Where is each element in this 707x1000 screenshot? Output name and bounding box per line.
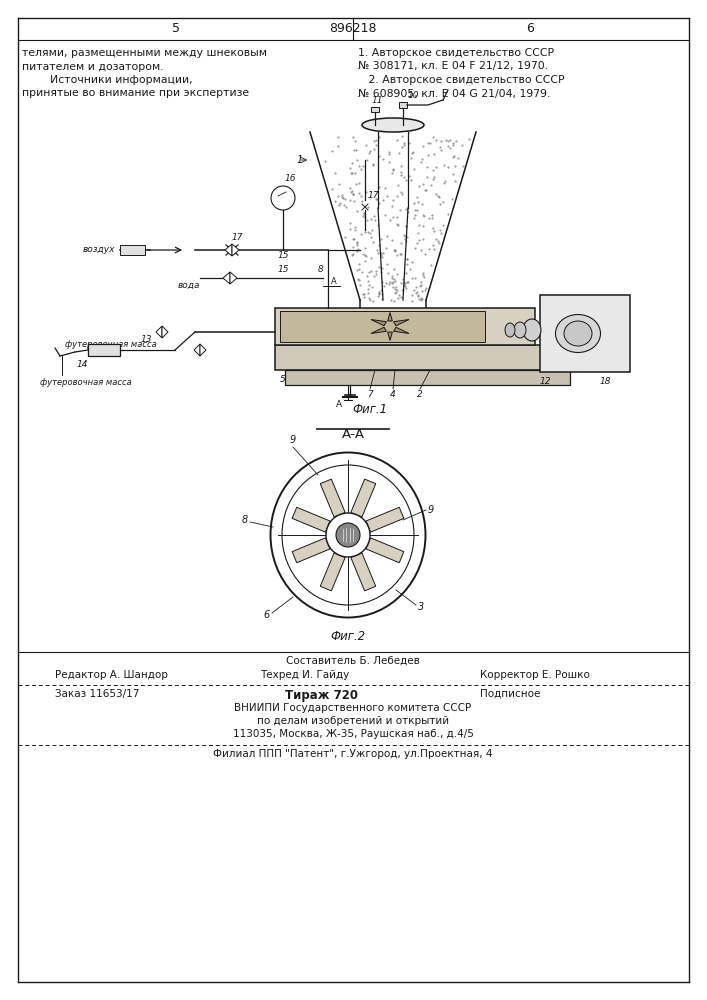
Text: Заказ 11653/17: Заказ 11653/17	[55, 689, 139, 699]
Ellipse shape	[514, 322, 526, 338]
Text: Тираж 720: Тираж 720	[285, 689, 358, 702]
Bar	[371, 107, 379, 112]
Text: Фиг.1: Фиг.1	[352, 403, 387, 416]
Text: вода: вода	[177, 281, 200, 290]
Polygon shape	[194, 344, 200, 356]
Text: А-А: А-А	[341, 428, 365, 441]
Text: 2: 2	[417, 390, 423, 399]
Bar	[540, 295, 630, 372]
Ellipse shape	[556, 314, 600, 353]
Text: 18: 18	[600, 377, 611, 386]
Polygon shape	[162, 326, 168, 338]
Ellipse shape	[271, 452, 426, 617]
Polygon shape	[371, 327, 387, 334]
Polygon shape	[394, 327, 409, 334]
Text: 7: 7	[367, 390, 373, 399]
Circle shape	[336, 523, 360, 547]
Polygon shape	[232, 244, 239, 256]
Bar	[399, 102, 407, 108]
Text: 5: 5	[280, 375, 286, 384]
Text: Техред И. Гайду: Техред И. Гайду	[260, 670, 349, 680]
Text: ВНИИПИ Государственного комитета СССР: ВНИИПИ Государственного комитета СССР	[235, 703, 472, 713]
Text: 13: 13	[141, 336, 152, 344]
Text: 4: 4	[390, 390, 396, 399]
Text: принятые во внимание при экспертизе: принятые во внимание при экспертизе	[22, 89, 249, 99]
Polygon shape	[223, 272, 230, 284]
Text: 113035, Москва, Ж-35, Раушская наб., д.4/5: 113035, Москва, Ж-35, Раушская наб., д.4…	[233, 729, 474, 739]
Text: футеровочная масса: футеровочная масса	[40, 378, 132, 387]
Bar	[275, 308, 535, 345]
Text: питателем и дозатором.: питателем и дозатором.	[22, 62, 163, 72]
Text: 2. Авторское свидетельство СССР: 2. Авторское свидетельство СССР	[358, 75, 565, 85]
Text: 11: 11	[371, 96, 382, 105]
Text: футеровочная масса: футеровочная масса	[65, 340, 157, 349]
Polygon shape	[394, 320, 409, 326]
Text: 8: 8	[242, 515, 248, 525]
Polygon shape	[320, 553, 345, 591]
Polygon shape	[387, 312, 392, 321]
Bar	[120, 245, 145, 255]
Text: 6: 6	[264, 610, 270, 620]
Text: 6: 6	[526, 21, 534, 34]
Text: 1. Авторское свидетельство СССР: 1. Авторское свидетельство СССР	[358, 48, 554, 58]
Polygon shape	[225, 244, 232, 256]
Text: Подписное: Подписное	[480, 689, 540, 699]
Text: Фиг.2: Фиг.2	[330, 630, 366, 643]
Text: воздух: воздух	[83, 245, 115, 254]
Polygon shape	[366, 507, 404, 532]
Polygon shape	[200, 344, 206, 356]
Polygon shape	[366, 538, 404, 563]
Text: 14: 14	[76, 360, 88, 369]
Text: № 608905, кл. Е 04 G 21/04, 1979.: № 608905, кл. Е 04 G 21/04, 1979.	[358, 89, 550, 99]
Text: 10: 10	[408, 91, 419, 100]
Polygon shape	[230, 272, 237, 284]
Text: 9: 9	[428, 505, 434, 515]
Text: Филиал ППП "Патент", г.Ужгород, ул.Проектная, 4: Филиал ППП "Патент", г.Ужгород, ул.Проек…	[214, 749, 493, 759]
Text: 9: 9	[290, 435, 296, 445]
Text: телями, размещенными между шнековым: телями, размещенными между шнековым	[22, 48, 267, 58]
Text: 3: 3	[418, 602, 424, 612]
Text: 15: 15	[277, 251, 288, 260]
Bar	[88, 344, 120, 356]
Polygon shape	[351, 479, 375, 517]
Ellipse shape	[362, 118, 424, 132]
Text: A: A	[336, 400, 342, 409]
Polygon shape	[156, 326, 162, 338]
Text: 8: 8	[317, 265, 323, 274]
Bar	[275, 345, 590, 370]
Polygon shape	[292, 507, 330, 532]
Text: Редактор А. Шандор: Редактор А. Шандор	[55, 670, 168, 680]
Text: A: A	[331, 277, 337, 286]
Text: 1: 1	[297, 155, 303, 165]
Text: Источники информации,: Источники информации,	[22, 75, 192, 85]
Ellipse shape	[523, 319, 541, 341]
Polygon shape	[387, 332, 392, 340]
Text: 17: 17	[368, 190, 380, 200]
Polygon shape	[320, 479, 345, 517]
Polygon shape	[371, 320, 387, 326]
Ellipse shape	[564, 321, 592, 346]
Text: 896218: 896218	[329, 21, 377, 34]
Text: Корректор Е. Рошко: Корректор Е. Рошко	[480, 670, 590, 680]
Text: 12: 12	[539, 377, 551, 386]
Circle shape	[271, 186, 295, 210]
Text: № 308171, кл. Е 04 F 21/12, 1970.: № 308171, кл. Е 04 F 21/12, 1970.	[358, 62, 548, 72]
Bar	[285, 370, 570, 385]
Text: 15: 15	[277, 265, 288, 274]
Text: Составитель Б. Лебедев: Составитель Б. Лебедев	[286, 656, 420, 666]
Circle shape	[326, 513, 370, 557]
Text: 17: 17	[231, 233, 243, 242]
Text: 16: 16	[285, 174, 296, 183]
Polygon shape	[351, 553, 375, 591]
Text: воздух: воздух	[310, 328, 340, 336]
Bar	[280, 311, 485, 342]
Polygon shape	[292, 538, 330, 563]
Text: 5: 5	[172, 21, 180, 34]
Text: по делам изобретений и открытий: по делам изобретений и открытий	[257, 716, 449, 726]
Ellipse shape	[505, 323, 515, 337]
